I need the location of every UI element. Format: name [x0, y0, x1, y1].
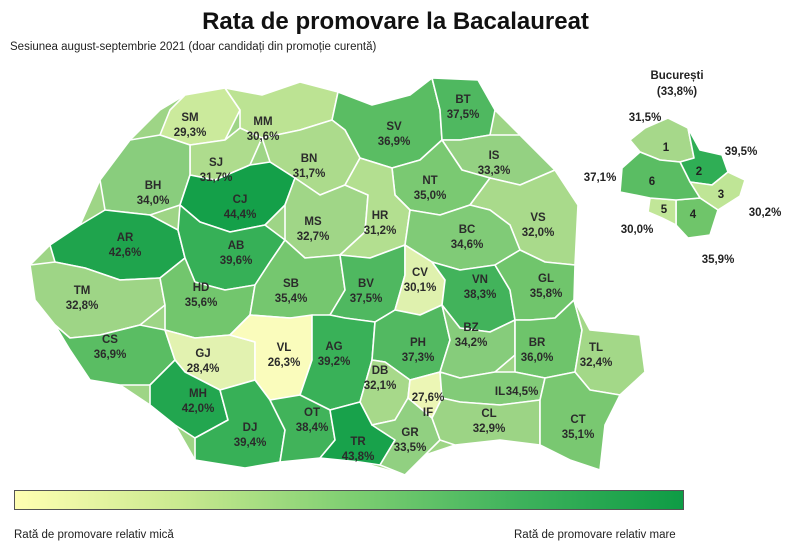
label-cl: CL 32,9% [473, 408, 506, 435]
label-ct: CT 35,1% [562, 414, 595, 441]
label-sb: SB 35,4% [275, 278, 308, 305]
label-hr: HR 31,2% [364, 210, 397, 237]
bucharest-title: București [650, 70, 703, 82]
label-bt: BT 37,5% [447, 94, 480, 121]
label-nt: NT 35,0% [414, 175, 447, 202]
bucharest-sector-1-number: 1 [663, 142, 670, 154]
label-bh: BH 34,0% [137, 180, 170, 207]
label-ph: PH 37,3% [402, 337, 435, 364]
label-bv: BV 37,5% [350, 278, 383, 305]
label-ab: AB 39,6% [220, 240, 253, 267]
label-gr: GR 33,5% [394, 427, 427, 454]
label-gj: GJ 28,4% [187, 348, 220, 375]
label-is: IS 33,3% [478, 150, 511, 177]
bucharest-sector-4-value: 35,9% [702, 254, 735, 266]
label-vn: VN 38,3% [464, 274, 497, 301]
bucharest-sector-5-number: 5 [661, 204, 668, 216]
label-ag: AG 39,2% [318, 341, 351, 368]
label-vs: VS 32,0% [522, 212, 555, 239]
bucharest-sector-6-value: 37,1% [584, 172, 617, 184]
county-ct[interactable] [539, 371, 621, 471]
bucharest-sector-3-value: 30,2% [749, 207, 782, 219]
label-vl: VL 26,3% [268, 342, 301, 369]
bucharest-sector-1-value: 31,5% [629, 112, 662, 124]
label-dj: DJ 39,4% [234, 422, 267, 449]
label-mh: MH 42,0% [182, 388, 215, 415]
legend-gradient-bar [14, 490, 684, 510]
label-br: BR 36,0% [521, 337, 554, 364]
label-bz: BZ 34,2% [455, 322, 488, 349]
county-cl[interactable] [431, 397, 541, 446]
bucharest-sector-6-number: 6 [649, 176, 655, 188]
bucharest-sector-2-number: 2 [696, 166, 702, 178]
bucharest-total: (33,8%) [657, 86, 697, 98]
county-tl[interactable] [573, 299, 646, 396]
label-gl: GL 35,8% [530, 273, 563, 300]
legend-low-label: Rată de promovare relativ mică [14, 529, 174, 541]
bucharest-inset: București (33,8%) 1 2 3 4 5 6 31,5% 39,5… [584, 70, 782, 266]
label-bc: BC 34,6% [451, 224, 484, 251]
label-cj: CJ 44,4% [224, 194, 257, 221]
map-subtitle: Sesiunea august-septembrie 2021 (doar ca… [10, 41, 377, 53]
label-ar: AR 42,6% [109, 232, 142, 259]
bucharest-sector-2-value: 39,5% [725, 146, 758, 158]
label-tl: TL 32,4% [580, 342, 613, 369]
label-hd: HD 35,6% [185, 282, 218, 309]
label-db: DB 32,1% [364, 365, 397, 392]
bucharest-sector-4-number: 4 [690, 209, 697, 221]
label-bn: BN 31,7% [293, 153, 326, 180]
counties-layer [29, 77, 646, 476]
bucharest-sector-6[interactable] [619, 151, 701, 201]
legend-high-label: Rată de promovare relativ mare [514, 529, 676, 541]
label-sm: SM 29,3% [174, 112, 207, 139]
bucharest-sector-5-value: 30,0% [621, 224, 654, 236]
label-ms: MS 32,7% [297, 216, 330, 243]
county-gr[interactable] [371, 397, 441, 476]
label-il: IL34,5% [495, 386, 538, 398]
label-ot: OT 38,4% [296, 407, 329, 434]
label-tm: TM 32,8% [66, 285, 99, 312]
label-sj: SJ 31,7% [200, 157, 233, 184]
county-bz[interactable] [439, 304, 516, 379]
bucharest-sector-3-number: 3 [718, 189, 724, 201]
label-cv: CV 30,1% [404, 267, 437, 294]
label-mm: MM 30,6% [247, 116, 280, 143]
label-cs: CS 36,9% [94, 334, 127, 361]
label-if: 27,6% IF [412, 392, 445, 419]
label-tr: TR 43,8% [342, 436, 375, 463]
map-title: Rata de promovare la Bacalaureat [202, 8, 589, 35]
county-tm[interactable] [29, 261, 166, 339]
label-sv: SV 36,9% [378, 121, 411, 148]
county-labels-layer: SM 29,3% MM 30,6% BT 37,5% SV 36,9% SJ 31,7% … [66, 94, 613, 463]
